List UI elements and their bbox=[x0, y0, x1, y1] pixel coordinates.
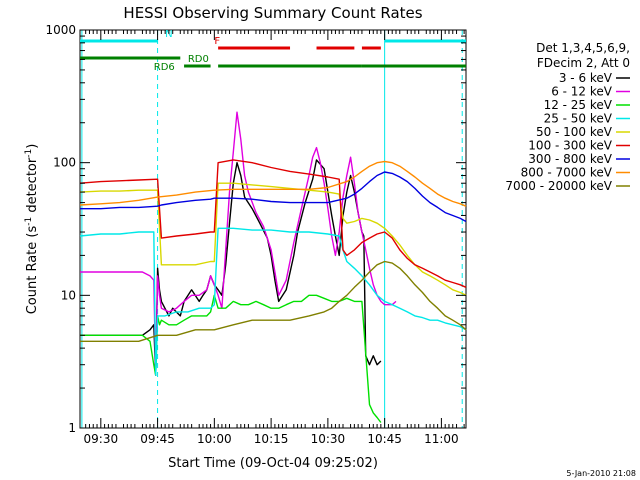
legend-label-4: 50 - 100 keV bbox=[536, 125, 613, 139]
legend-label-6: 300 - 800 keV bbox=[528, 152, 612, 166]
x-tick-label-1: 09:45 bbox=[140, 432, 175, 446]
y-axis-label-mid: detector bbox=[25, 157, 40, 217]
y-axis-label-end: ) bbox=[25, 144, 40, 149]
x-axis-label: Start Time (09-Oct-04 09:25:02) bbox=[168, 456, 378, 471]
state-bar-label-0: N bbox=[165, 29, 172, 40]
x-tick-label-3: 10:15 bbox=[254, 432, 289, 446]
y-tick-label-3: 1000 bbox=[45, 23, 76, 37]
vertical-markers bbox=[81, 30, 463, 428]
y-axis-ticks: 1 10 100 1000 bbox=[45, 23, 466, 435]
series-line-8 bbox=[80, 260, 467, 342]
legend-label-5: 100 - 300 keV bbox=[528, 139, 612, 153]
legend-label-1: 6 - 12 keV bbox=[551, 85, 613, 99]
series-line-0 bbox=[80, 159, 382, 376]
series-line-6 bbox=[80, 171, 467, 223]
x-tick-label-4: 10:30 bbox=[311, 432, 346, 446]
legend-label-2: 12 - 25 keV bbox=[544, 98, 613, 112]
legend-label-8: 7000 - 20000 keV bbox=[505, 179, 612, 193]
legend-label-0: 3 - 6 keV bbox=[559, 71, 613, 85]
y-axis-label-sup2: -1 bbox=[24, 149, 34, 158]
y-axis-label-sup1: -1 bbox=[24, 217, 34, 226]
y-axis-label: Count Rate (s-1 detector-1) bbox=[24, 144, 40, 315]
x-axis-ticks: 09:30 09:45 10:00 10:15 10:30 10:45 11:00 bbox=[84, 30, 465, 446]
x-tick-label-2: 10:00 bbox=[197, 432, 232, 446]
legend-header-line2: FDecim 2, Att 0 bbox=[537, 56, 630, 70]
series-line-5 bbox=[79, 159, 467, 288]
y-tick-label-0: 1 bbox=[68, 421, 76, 435]
legend-label-7: 800 - 7000 keV bbox=[521, 166, 613, 180]
y-tick-label-1: 10 bbox=[61, 288, 76, 302]
series-line-2 bbox=[80, 294, 382, 423]
legend: Det 1,3,4,5,6,9, FDecim 2, Att 0 3 - 6 k… bbox=[505, 41, 630, 193]
series-line-3 bbox=[79, 227, 467, 376]
legend-label-3: 25 - 50 keV bbox=[544, 112, 613, 126]
chart-title: HESSI Observing Summary Count Rates bbox=[123, 4, 422, 22]
series-line-1 bbox=[80, 111, 397, 376]
y-tick-label-2: 100 bbox=[53, 156, 76, 170]
y-axis-label-main: Count Rate (s bbox=[25, 226, 40, 315]
state-bar-label-2: RD6 bbox=[154, 62, 175, 73]
x-tick-label-0: 09:30 bbox=[84, 432, 119, 446]
x-tick-label-5: 10:45 bbox=[367, 432, 402, 446]
legend-header-line1: Det 1,3,4,5,6,9, bbox=[536, 41, 630, 55]
plot-frame bbox=[79, 29, 467, 429]
series-line-7 bbox=[79, 160, 467, 207]
state-bar-label-1: F bbox=[214, 36, 220, 47]
x-tick-label-6: 11:00 bbox=[424, 432, 459, 446]
state-bar-label-3: RD0 bbox=[188, 54, 209, 65]
footer-date: 5-Jan-2010 21:08 bbox=[566, 469, 636, 478]
state-bars: N F RD6 RD0 bbox=[80, 29, 466, 73]
series-lines bbox=[79, 111, 467, 423]
